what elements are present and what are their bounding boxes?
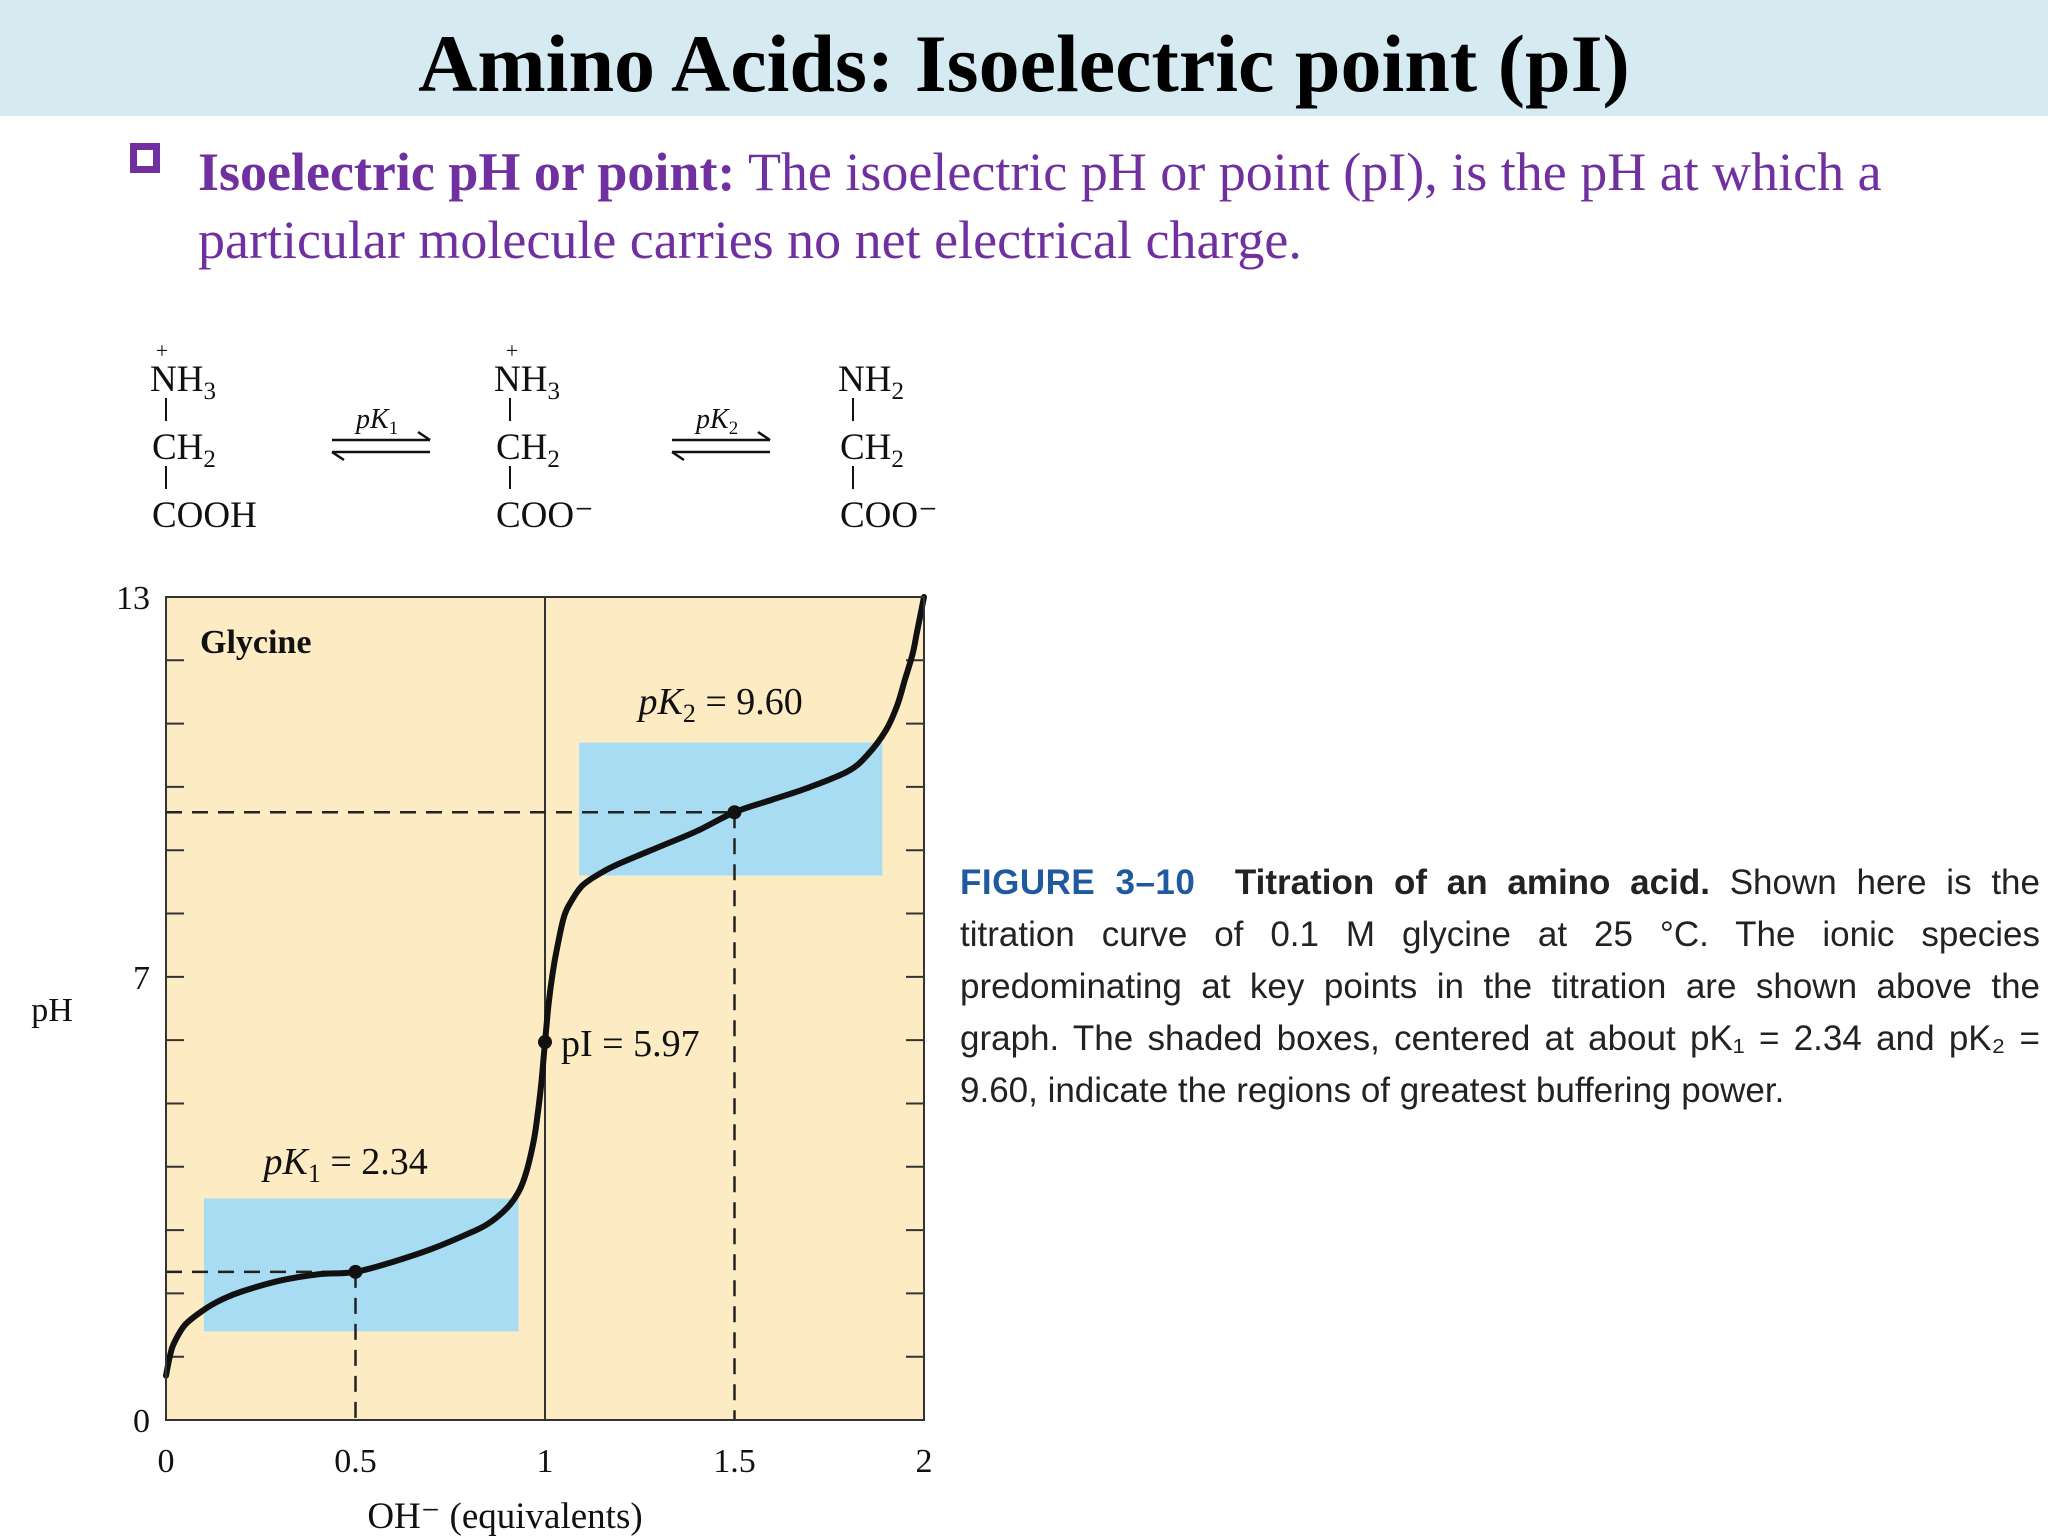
definition-body: The isoelectric pH or point (pI), is the… bbox=[198, 142, 1882, 270]
species-1-charge: + bbox=[156, 338, 168, 363]
species-structures: + NH3 CH2 COOH + NH3 CH2 COO⁻ NH2 CH2 CO… bbox=[150, 338, 938, 536]
titration-curve bbox=[163, 594, 927, 1379]
chart-title: Glycine bbox=[200, 624, 311, 661]
y-tick-label: 7 bbox=[133, 960, 150, 997]
x-tick-label: 1 bbox=[537, 1443, 554, 1480]
definition-text: Isoelectric pH or point: The isoelectric… bbox=[198, 138, 1998, 274]
species-zwitterion: + NH3 CH2 COO⁻ bbox=[494, 338, 594, 536]
page-title: Amino Acids: Isoelectric point (pI) bbox=[418, 18, 1630, 109]
species-3-amine: NH2 bbox=[838, 359, 904, 405]
x-tick-label: 1.5 bbox=[713, 1443, 756, 1480]
key-point-3 bbox=[727, 805, 742, 820]
plot-frame bbox=[165, 596, 925, 1421]
equilibrium-2: pK2 bbox=[671, 404, 771, 462]
species-1-amine: NH3 bbox=[150, 359, 216, 405]
species-2-amine: NH3 bbox=[494, 359, 560, 405]
key-point-label-2: pI = 5.97 bbox=[561, 1023, 700, 1065]
species-3-carboxylate: COO⁻ bbox=[840, 495, 938, 536]
species-3-methylene: CH2 bbox=[840, 427, 904, 473]
key-point-1 bbox=[348, 1264, 363, 1279]
key-point-2 bbox=[538, 1035, 552, 1050]
x-axis-label: OH⁻ (equivalents) bbox=[367, 1496, 642, 1536]
species-1-methylene: CH2 bbox=[152, 427, 216, 473]
key-point-label-3: pK2 = 9.60 bbox=[636, 681, 803, 728]
definition-term: Isoelectric pH or point: bbox=[198, 142, 736, 202]
x-tick-label: 0.5 bbox=[334, 1443, 377, 1480]
figure-number: FIGURE 3–10 bbox=[960, 863, 1196, 902]
buffer-region-1 bbox=[203, 1198, 519, 1332]
y-axis-label: pH bbox=[31, 992, 73, 1029]
title-bar bbox=[0, 0, 2048, 116]
species-2-carboxylate: COO⁻ bbox=[496, 495, 594, 536]
species-2-charge: + bbox=[506, 338, 518, 363]
y-tick-label: 0 bbox=[133, 1403, 150, 1440]
species-cation: + NH3 CH2 COOH bbox=[150, 338, 257, 536]
equilibrium-1: pK1 bbox=[331, 404, 431, 462]
bullet-square-icon bbox=[130, 143, 160, 173]
x-tick-label: 0 bbox=[158, 1443, 175, 1480]
species-anion: NH2 CH2 COO⁻ bbox=[838, 359, 938, 536]
figure-caption-text: Shown here is the titration curve of 0.1… bbox=[960, 863, 2040, 1110]
figure-caption-title: Titration of an amino acid. bbox=[1234, 863, 1710, 902]
equilibrium-1-label: pK1 bbox=[354, 404, 398, 439]
x-tick-label: 2 bbox=[916, 1443, 933, 1480]
species-1-carboxyl: COOH bbox=[152, 495, 257, 536]
y-tick-label: 13 bbox=[116, 580, 150, 617]
figure-caption: FIGURE 3–10 Titration of an amino acid. … bbox=[960, 857, 2040, 1117]
equilibrium-2-label: pK2 bbox=[694, 404, 738, 439]
key-point-label-1: pK1 = 2.34 bbox=[261, 1141, 428, 1188]
species-2-methylene: CH2 bbox=[496, 427, 560, 473]
